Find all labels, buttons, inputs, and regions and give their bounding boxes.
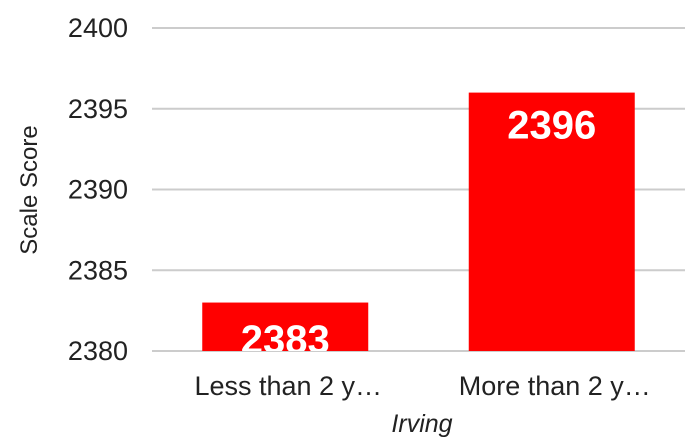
data-labels: 2383 2396 xyxy=(241,104,596,362)
y-tick-label: 2390 xyxy=(68,175,128,205)
y-tick-label: 2395 xyxy=(68,94,128,124)
x-axis-ticks: Less than 2 y… More than 2 y… xyxy=(194,371,650,401)
y-tick-label: 2400 xyxy=(68,13,128,43)
x-tick-label: More than 2 y… xyxy=(459,371,651,401)
y-axis-ticks: 2380 2385 2390 2395 2400 xyxy=(68,13,128,366)
y-tick-label: 2380 xyxy=(68,336,128,366)
y-axis-title: Scale Score xyxy=(16,125,43,254)
x-axis-title: Irving xyxy=(391,410,452,438)
bar-data-label: 2383 xyxy=(241,318,330,362)
x-tick-label: Less than 2 y… xyxy=(194,371,382,401)
bar xyxy=(468,92,635,351)
y-tick-label: 2385 xyxy=(68,255,128,285)
bars xyxy=(202,92,635,351)
bar xyxy=(202,302,369,351)
bar-data-label: 2396 xyxy=(507,104,596,148)
